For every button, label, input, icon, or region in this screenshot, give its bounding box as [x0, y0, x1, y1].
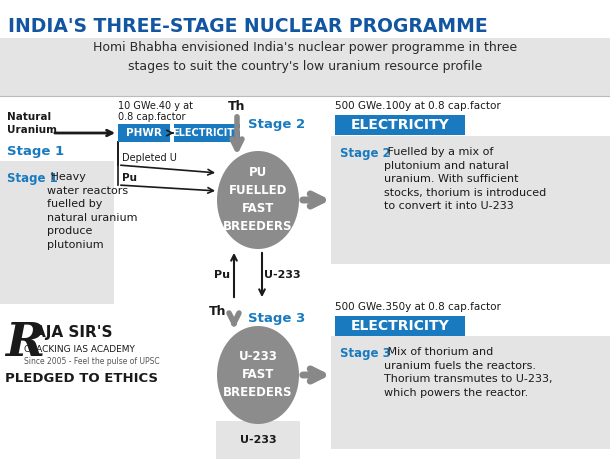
Text: CRACKING IAS ACADEMY: CRACKING IAS ACADEMY: [24, 345, 135, 354]
Text: Pu: Pu: [122, 173, 137, 183]
Text: Th: Th: [209, 305, 227, 318]
Text: PHWR: PHWR: [126, 128, 162, 138]
Text: Mix of thorium and
uranium fuels the reactors.
Thorium transmutes to U-233,
whic: Mix of thorium and uranium fuels the rea…: [384, 347, 553, 398]
FancyBboxPatch shape: [331, 136, 610, 264]
Text: 500 GWe.100y at 0.8 cap.factor: 500 GWe.100y at 0.8 cap.factor: [335, 101, 501, 111]
Text: PLEDGED TO ETHICS: PLEDGED TO ETHICS: [5, 372, 158, 385]
FancyBboxPatch shape: [335, 316, 465, 336]
Text: Stage 2: Stage 2: [248, 118, 305, 131]
Text: Stage 3: Stage 3: [340, 347, 391, 360]
Text: ELECTRICITY: ELECTRICITY: [173, 128, 242, 138]
Text: U-233: U-233: [264, 270, 301, 280]
FancyBboxPatch shape: [0, 0, 610, 38]
Text: AJA SIR'S: AJA SIR'S: [34, 325, 112, 340]
Text: Natural
Uranium: Natural Uranium: [7, 112, 57, 135]
Text: 10 GWe.40 y at: 10 GWe.40 y at: [118, 101, 193, 111]
Text: Homi Bhabha envisioned India's nuclear power programme in three
stages to suit t: Homi Bhabha envisioned India's nuclear p…: [93, 41, 517, 73]
Text: ELECTRICITY: ELECTRICITY: [351, 319, 450, 333]
FancyBboxPatch shape: [216, 421, 300, 459]
Ellipse shape: [217, 151, 299, 249]
Text: Depleted U: Depleted U: [122, 153, 177, 163]
Text: U-233
FAST
BREEDERS: U-233 FAST BREEDERS: [223, 350, 293, 400]
Text: PU
FUELLED
FAST
BREEDERS: PU FUELLED FAST BREEDERS: [223, 166, 293, 234]
Text: ELECTRICITY: ELECTRICITY: [351, 118, 450, 132]
Text: 500 GWe.350y at 0.8 cap.factor: 500 GWe.350y at 0.8 cap.factor: [335, 302, 501, 312]
Text: 0.8 cap.factor: 0.8 cap.factor: [118, 112, 185, 122]
Text: INDIA'S THREE-STAGE NUCLEAR PROGRAMME: INDIA'S THREE-STAGE NUCLEAR PROGRAMME: [8, 16, 487, 36]
Text: Stage 2: Stage 2: [340, 147, 391, 160]
Text: U-233: U-233: [240, 435, 276, 445]
FancyBboxPatch shape: [0, 161, 114, 304]
FancyBboxPatch shape: [174, 124, 240, 142]
Text: Stage 1: Stage 1: [7, 172, 58, 185]
FancyBboxPatch shape: [335, 115, 465, 135]
Text: Heavy
water reactors
fuelled by
natural uranium
produce
plutonium: Heavy water reactors fuelled by natural …: [47, 172, 137, 250]
Text: Since 2005 - Feel the pulse of UPSC: Since 2005 - Feel the pulse of UPSC: [24, 357, 160, 366]
FancyBboxPatch shape: [331, 336, 610, 449]
Text: Fuelled by a mix of
plutonium and natural
uranium. With sufficient
stocks, thori: Fuelled by a mix of plutonium and natura…: [384, 147, 546, 212]
FancyBboxPatch shape: [0, 38, 610, 96]
Text: Pu: Pu: [214, 270, 230, 280]
Text: Stage 1: Stage 1: [7, 145, 64, 158]
Text: Stage 3: Stage 3: [248, 312, 305, 325]
Text: Th: Th: [228, 100, 246, 113]
FancyBboxPatch shape: [118, 124, 170, 142]
Ellipse shape: [217, 326, 299, 424]
Text: R: R: [5, 320, 45, 366]
